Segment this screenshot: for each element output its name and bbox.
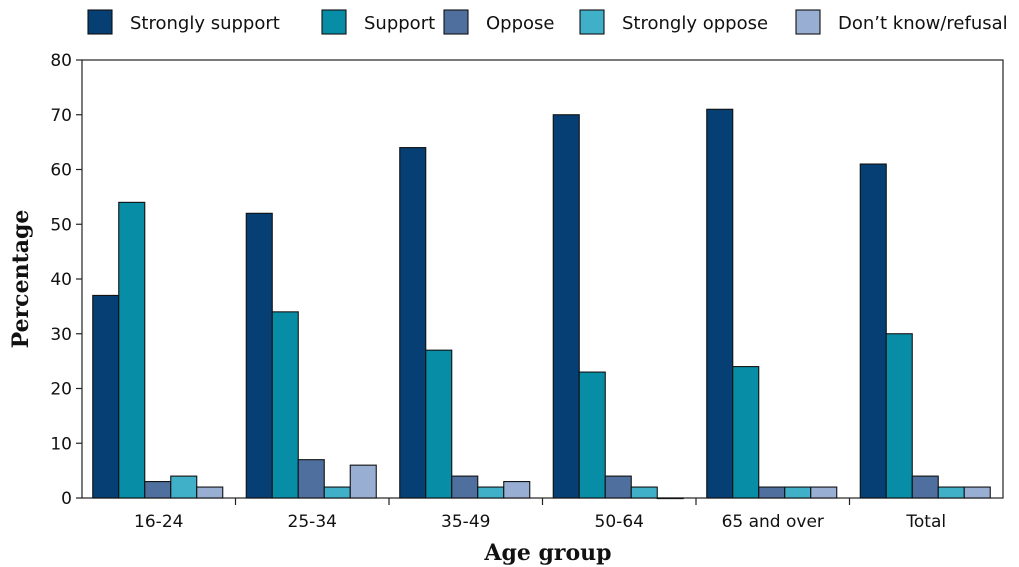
bar-strongly-oppose-25-34 [323, 486, 351, 499]
x-tick-label: Total [905, 512, 946, 532]
legend-label: Oppose [486, 13, 554, 34]
bar-strongly-oppose-50-64 [630, 486, 658, 499]
legend-label: Support [364, 13, 435, 34]
legend-swatch [87, 9, 113, 35]
y-tick-label: 10 [50, 434, 72, 454]
bar-support-65-and-over [732, 366, 760, 499]
bar-don-t-know-refusal-25-34 [349, 464, 377, 499]
bar-strongly-oppose-total [937, 486, 965, 499]
bar-oppose-16-24 [144, 481, 172, 499]
bar-strongly-support-25-34 [245, 212, 273, 499]
plot-area: 0 10 20 30 40 50 60 70 80 16-24 25-34 35-49 50-64 65 … [50, 51, 1004, 532]
bar-support-35-49 [425, 349, 453, 499]
x-tick-label: 65 and over [722, 512, 824, 532]
legend-item: Support [321, 9, 435, 35]
x-tick-label: 25-34 [288, 512, 337, 532]
y-tick-label: 30 [50, 325, 72, 345]
bar-strongly-support-35-49 [399, 147, 427, 499]
x-tick-label: 50-64 [595, 512, 644, 532]
bar-support-total [885, 333, 913, 499]
legend: Strongly support Support Oppose Strongly op… [87, 9, 1008, 35]
legend-swatch [321, 9, 347, 35]
bar-strongly-support-total [859, 163, 887, 499]
bar-support-25-34 [271, 311, 299, 499]
legend-item: Strongly oppose [579, 9, 768, 35]
y-tick-label: 70 [50, 106, 72, 126]
bar-don-t-know-refusal-16-24 [196, 486, 224, 499]
y-tick-label: 40 [50, 270, 72, 290]
legend-label: Strongly oppose [622, 13, 768, 34]
bar-strongly-oppose-16-24 [170, 475, 198, 499]
x-tick-label: 16-24 [134, 512, 183, 532]
y-tick-label: 20 [50, 380, 72, 400]
x-tick-label: 35-49 [441, 512, 490, 532]
legend-label: Strongly support [130, 13, 280, 34]
legend-swatch [795, 9, 821, 35]
y-tick-label: 50 [50, 215, 72, 235]
bar-strongly-support-16-24 [92, 294, 120, 499]
y-axis-title: Percentage [8, 210, 34, 349]
bar-strongly-oppose-65-and-over [784, 486, 812, 499]
bar-oppose-65-and-over [758, 486, 786, 499]
legend-item: Don’t know/refusal [795, 9, 1008, 35]
bar-oppose-35-49 [451, 475, 479, 499]
bar-oppose-25-34 [297, 459, 325, 499]
y-tick-label: 80 [50, 51, 72, 71]
legend-swatch [443, 9, 469, 35]
bar-don-t-know-refusal-65-and-over [810, 486, 838, 499]
bar-oppose-50-64 [604, 475, 632, 499]
legend-item: Oppose [443, 9, 554, 35]
bar-strongly-support-50-64 [552, 114, 580, 499]
legend-label: Don’t know/refusal [838, 13, 1008, 34]
bar-don-t-know-refusal-total [963, 486, 991, 499]
y-tick-label: 60 [50, 161, 72, 181]
bar-support-50-64 [578, 371, 606, 499]
legend-item: Strongly support [87, 9, 280, 35]
bar-strongly-support-65-and-over [706, 108, 734, 499]
legend-swatch [579, 9, 605, 35]
bar-support-16-24 [118, 201, 146, 499]
y-tick-label: 0 [61, 489, 72, 509]
bar-don-t-know-refusal-35-49 [503, 481, 531, 499]
x-axis-title: Age group [483, 540, 611, 566]
bar-oppose-total [911, 475, 939, 499]
bar-don-t-know-refusal-50-64 [656, 497, 684, 500]
bar-strongly-oppose-35-49 [477, 486, 505, 499]
